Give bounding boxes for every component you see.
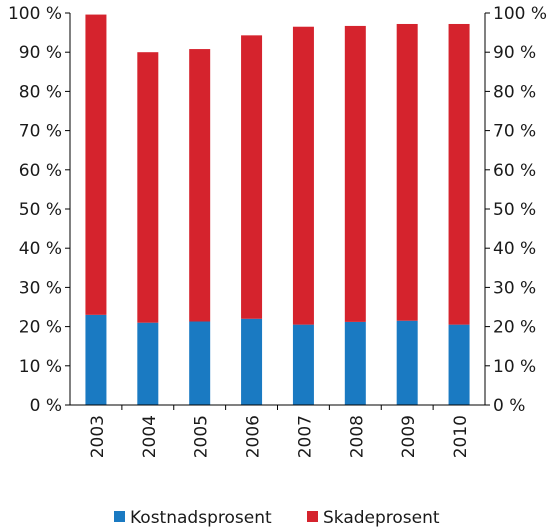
y-tick-label: 0 % [493,396,525,416]
x-tick-label: 2004 [140,415,160,458]
bar-kostnadsprosent-2008 [344,321,366,405]
bar-skadeprosent-2004 [137,52,159,323]
y-tick-label: 70 % [19,122,62,142]
y-tick-label: 60 % [19,161,62,181]
y-axis-left: 0 % 10 % 20 % 30 % 40 % 50 % 60 % 70 % 80 % 90 % 1… [8,4,70,416]
y-tick-label: 70 % [493,122,536,142]
bar-skadeprosent-2005 [189,49,211,322]
bar-kostnadsprosent-2007 [292,324,314,405]
x-tick-label: 2008 [347,415,367,458]
legend-label: Skadeprosent [323,508,440,528]
legend-swatch [307,511,318,522]
y-tick-label: 50 % [19,200,62,220]
y-tick-label: 80 % [493,82,536,102]
legend: Kostnadsprosent Skadeprosent [114,508,440,528]
x-tick-label: 2010 [451,415,471,458]
y-tick-label: 10 % [493,357,536,377]
bar-kostnadsprosent-2010 [448,324,470,405]
bar-skadeprosent-2003 [85,14,107,315]
y-tick-label: 30 % [19,278,62,298]
bar-kostnadsprosent-2003 [85,314,107,405]
y-tick-label: 10 % [19,357,62,377]
y-tick-label: 90 % [19,43,62,63]
y-tick-label: 20 % [19,318,62,338]
y-tick-label: 50 % [493,200,536,220]
y-axis-right: 0 % 10 % 20 % 30 % 40 % 50 % 60 % 70 % 80 % 90 % 1… [485,4,547,416]
bar-kostnadsprosent-2009 [396,320,418,405]
y-tick-label: 60 % [493,161,536,181]
bar-kostnadsprosent-2004 [137,322,159,405]
x-tick-label: 2003 [88,415,108,458]
bar-skadeprosent-2006 [241,35,263,319]
x-tick-label: 2005 [192,415,212,458]
bar-skadeprosent-2007 [292,26,314,325]
y-tick-label: 80 % [19,82,62,102]
y-tick-label: 90 % [493,43,536,63]
bar-skadeprosent-2009 [396,23,418,321]
y-tick-label: 20 % [493,318,536,338]
bar-skadeprosent-2008 [344,25,366,322]
bar-skadeprosent-2010 [448,23,470,325]
y-tick-label: 100 % [8,4,62,24]
y-tick-label: 100 % [493,4,547,24]
bar-kostnadsprosent-2005 [189,321,211,405]
y-tick-label: 40 % [493,239,536,259]
x-tick-label: 2006 [244,415,264,458]
x-tick-label: 2009 [399,415,419,458]
x-axis-labels: 2003 2004 2005 2006 2007 2008 2009 2010 [88,405,471,458]
bar-series [85,14,470,405]
y-tick-label: 30 % [493,278,536,298]
y-tick-label: 40 % [19,239,62,259]
x-tick-label: 2007 [295,415,315,458]
bar-kostnadsprosent-2006 [241,318,263,405]
y-tick-label: 0 % [30,396,62,416]
legend-swatch [114,511,125,522]
legend-label: Kostnadsprosent [130,508,272,528]
